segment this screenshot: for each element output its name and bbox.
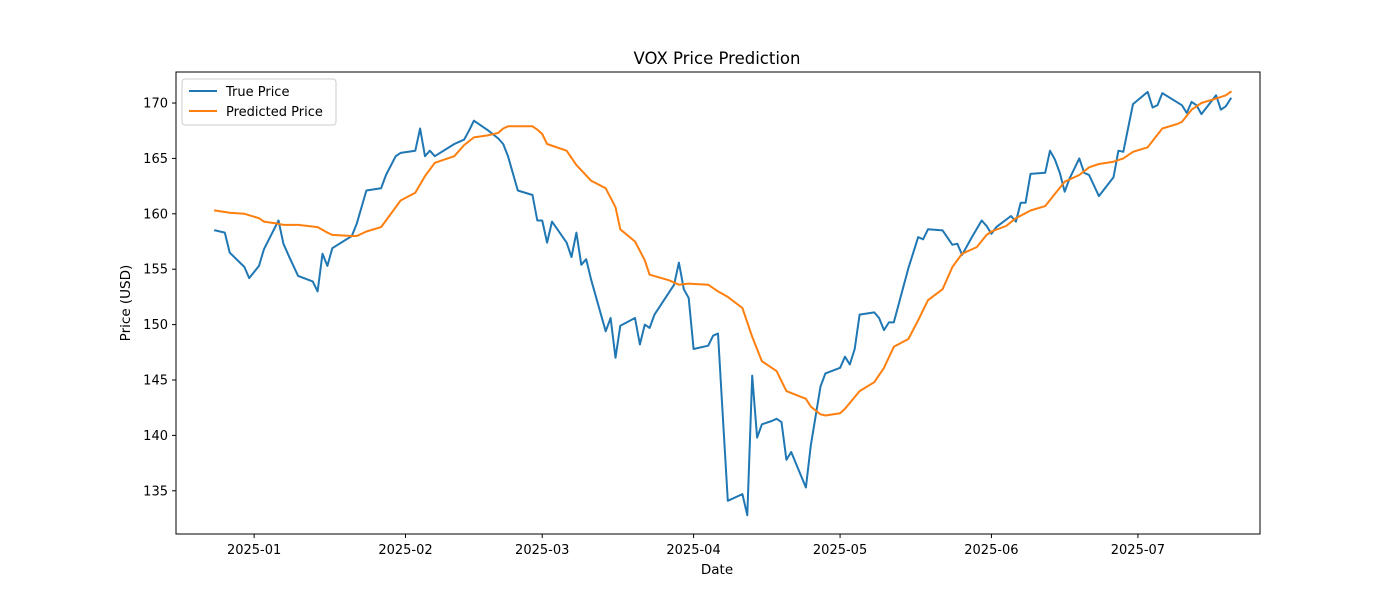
legend-true-price-label: True Price: [225, 85, 289, 100]
x-tick-label: 2025-02: [378, 543, 432, 558]
y-tick-label: 150: [143, 318, 168, 333]
axes-frame: [175, 71, 1261, 535]
predicted-price-line: [213, 90, 1233, 417]
plot-area: 2025-01 2025-02 2025-03 2025-04 2025-05 2025-…: [143, 90, 1233, 558]
y-tick-label: 165: [143, 152, 168, 167]
x-tick-label: 2025-07: [1111, 543, 1165, 558]
x-tick-label: 2025-03: [515, 543, 569, 558]
x-tick-label: 2025-04: [666, 543, 720, 558]
y-tick-label: 145: [143, 374, 168, 389]
y-tick-label: 170: [143, 97, 168, 112]
x-tick-label: 2025-01: [227, 543, 281, 558]
y-axis-title: Price (USD): [118, 265, 134, 342]
legend-predicted-price-label: Predicted Price: [226, 105, 323, 120]
x-tick-label: 2025-06: [964, 543, 1018, 558]
y-tick-label: 140: [143, 429, 168, 444]
y-tick-label: 160: [143, 207, 168, 222]
x-axis-title: Date: [701, 562, 733, 578]
true-price-line: [213, 90, 1233, 517]
x-tick-label: 2025-05: [813, 543, 867, 558]
y-tick-label: 155: [143, 263, 168, 278]
y-tick-label: 135: [143, 484, 168, 499]
legend: True Price Predicted Price: [181, 78, 337, 126]
legend-box: [181, 78, 337, 126]
chart-title: VOX Price Prediction: [634, 49, 801, 68]
